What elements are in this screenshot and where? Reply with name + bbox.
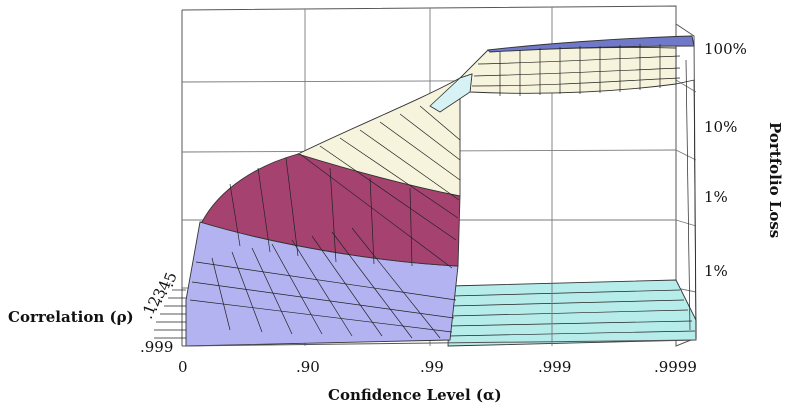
- x-tick-labels: 0 .90 .99 .999 .9999: [178, 358, 697, 376]
- x-tick-3: .999: [538, 358, 571, 376]
- x-tick-2: .99: [420, 358, 444, 376]
- correlation-tick-stack: .5 .4 .3 .2 .1: [138, 270, 186, 339]
- z-tick-2: 1%: [704, 188, 728, 206]
- band-high: [296, 46, 677, 197]
- y-tick-small: .5: [159, 270, 181, 290]
- y-tick-small: .1: [138, 302, 160, 322]
- x-tick-1: .90: [296, 358, 320, 376]
- z-axis-title: Portfolio Loss: [766, 122, 784, 238]
- band-cap: [487, 35, 695, 53]
- y-tick-small: .4: [153, 278, 175, 298]
- z-tick-0: 100%: [704, 40, 747, 58]
- z-tick-labels: 100% 10% 1% 1%: [704, 40, 747, 280]
- y-tick-small: .2: [143, 294, 165, 314]
- x-tick-4: .9999: [654, 358, 697, 376]
- z-tick-1: 10%: [704, 118, 737, 136]
- z-tick-3: 1%: [704, 262, 728, 280]
- surface-mesh: [189, 44, 697, 339]
- y-tick-small: .3: [148, 286, 170, 306]
- x-axis-title: Confidence Level (α): [328, 386, 502, 404]
- y-axis-title: Correlation (ρ): [8, 308, 134, 326]
- floor-region: [447, 279, 697, 347]
- y-tick-999: .999: [140, 338, 173, 356]
- x-tick-0: 0: [178, 358, 188, 376]
- band-ridge: [429, 73, 473, 113]
